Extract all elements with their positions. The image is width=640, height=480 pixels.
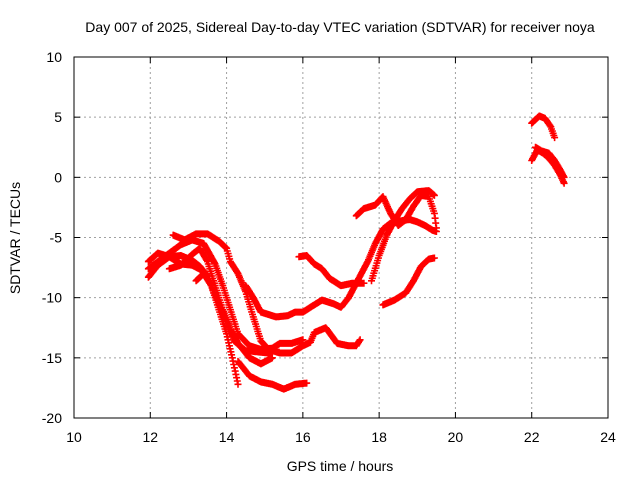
y-tick-label: 5 xyxy=(54,109,62,125)
data-point-markers xyxy=(192,270,242,388)
x-tick-labels: 10 12 14 16 18 20 22 24 xyxy=(66,429,616,445)
chart-title: Day 007 of 2025, Sidereal Day-to-day VTE… xyxy=(85,19,595,35)
series-trace-12 xyxy=(379,254,438,309)
x-axis-title: GPS time / hours xyxy=(287,458,394,474)
x-tick-label: 18 xyxy=(371,429,387,445)
series-trace-9 xyxy=(295,252,368,290)
series-trace-10 xyxy=(368,187,438,285)
data-point-markers xyxy=(352,191,440,232)
series-trace-11 xyxy=(352,191,440,232)
data-point-markers xyxy=(368,187,438,285)
y-tick-label: 0 xyxy=(54,169,62,185)
y-tick-label: -20 xyxy=(42,410,62,426)
y-tick-label: 10 xyxy=(46,49,62,65)
data-point-markers xyxy=(528,112,559,142)
series-trace-8 xyxy=(234,357,311,393)
y-tick-label: -10 xyxy=(42,290,62,306)
data-point-markers xyxy=(169,230,364,357)
x-tick-label: 10 xyxy=(66,429,82,445)
y-axis-title: SDTVAR / TECUs xyxy=(7,182,23,294)
data-point-markers xyxy=(234,357,311,393)
y-tick-label: -15 xyxy=(42,350,62,366)
data-point-markers xyxy=(379,254,438,309)
x-tick-label: 12 xyxy=(142,429,158,445)
data-point-markers xyxy=(295,252,368,290)
series-trace-13 xyxy=(528,112,559,142)
data-points xyxy=(144,112,568,393)
data-point-markers xyxy=(242,215,440,321)
y-tick-labels: -20 -15 -10 -5 0 5 10 xyxy=(42,49,62,426)
plot-frame xyxy=(73,56,609,419)
x-tick-label: 22 xyxy=(524,429,540,445)
series-trace-4 xyxy=(165,244,276,368)
x-tick-label: 20 xyxy=(448,429,464,445)
series-trace-7 xyxy=(242,215,440,321)
x-tick-label: 16 xyxy=(295,429,311,445)
series-trace-15 xyxy=(532,143,568,181)
series-trace-6 xyxy=(169,230,364,357)
grid-lines xyxy=(74,57,608,418)
series-trace-5 xyxy=(192,270,242,388)
data-point-markers xyxy=(165,244,276,368)
x-tick-label: 24 xyxy=(600,429,616,445)
y-tick-label: -5 xyxy=(50,230,63,246)
data-point-markers xyxy=(532,143,568,181)
x-tick-label: 14 xyxy=(219,429,235,445)
